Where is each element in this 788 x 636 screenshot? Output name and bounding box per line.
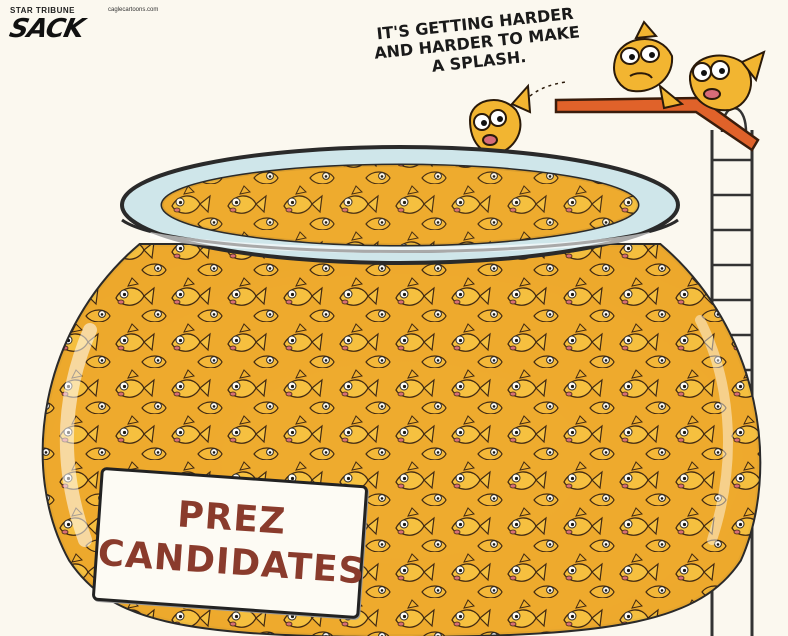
bowl-label-text: PREZ CANDIDATES [96,488,367,594]
fish-speaking [613,20,685,110]
newspaper-credit: STAR TRIBUNE [10,6,75,15]
fishbowl [41,145,762,636]
artist-signature: SACK [6,14,87,44]
website-credit: caglecartoons.com [108,7,159,13]
fish-waiting [688,50,766,112]
bowl-label: PREZ CANDIDATES [91,466,369,620]
fish-diving [468,81,567,156]
